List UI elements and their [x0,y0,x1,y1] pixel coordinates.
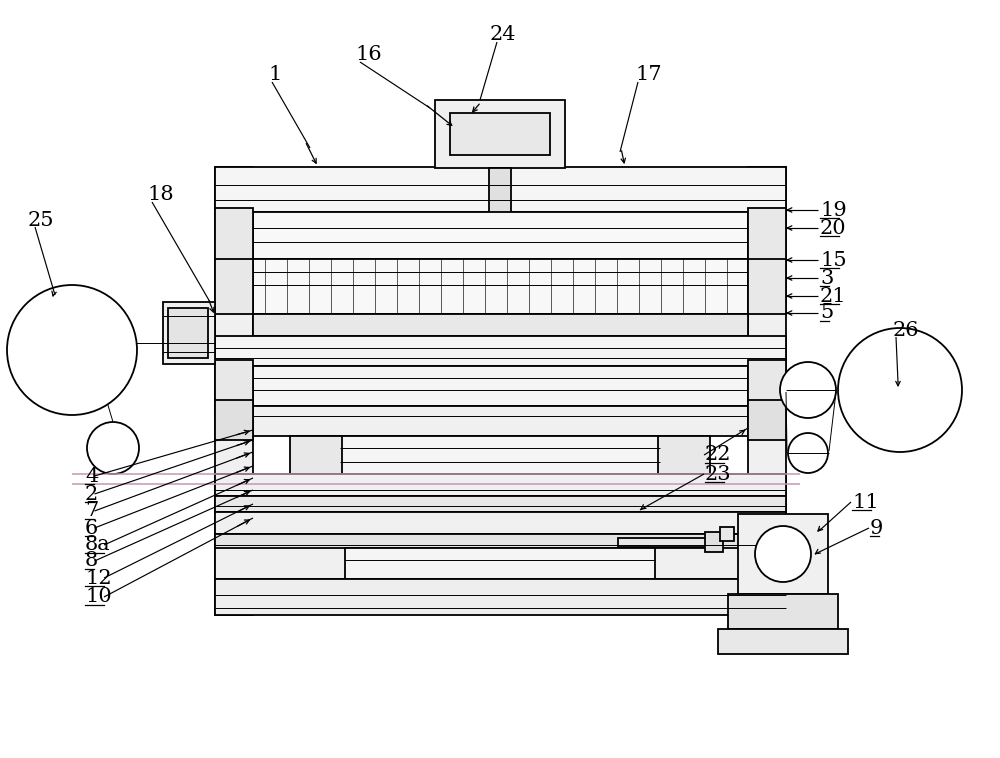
Text: 8a: 8a [85,535,111,555]
Circle shape [87,422,139,474]
Text: 20: 20 [820,218,847,237]
Text: 4: 4 [85,466,98,486]
Bar [163,302,215,364]
Circle shape [838,328,962,452]
Circle shape [788,433,828,473]
Text: 12: 12 [85,568,112,587]
Bar [748,400,786,440]
Circle shape [780,362,836,418]
Bar [435,100,565,168]
Bar [215,360,253,412]
Circle shape [755,526,811,582]
Text: 8: 8 [85,552,98,571]
Bar [253,259,748,314]
Bar [748,208,786,264]
Bar [215,579,786,615]
Bar [253,314,748,336]
Text: 16: 16 [355,45,382,64]
Bar [253,212,748,259]
Text: 25: 25 [28,211,54,230]
Bar [748,167,786,615]
Text: 3: 3 [820,268,833,287]
Bar [253,366,748,406]
Bar [215,512,786,534]
Text: 11: 11 [852,493,879,512]
Bar [215,259,253,314]
Bar [340,436,660,474]
Bar [728,594,838,629]
Bar [489,168,511,216]
Bar [480,213,520,235]
Bar [345,548,655,579]
Text: 18: 18 [147,186,174,205]
Bar [748,360,786,412]
Text: 23: 23 [705,465,732,484]
Bar [215,167,786,212]
Bar [215,496,786,512]
Text: 10: 10 [85,587,112,606]
Text: 9: 9 [870,518,883,537]
Bar [450,113,550,155]
Bar [290,436,342,474]
Text: 24: 24 [490,26,516,45]
Bar [253,406,748,436]
Bar [748,259,786,314]
Bar [215,167,253,615]
Text: 1: 1 [268,65,281,84]
Bar [215,534,786,548]
Bar [720,527,734,541]
Text: 15: 15 [820,250,847,270]
Bar [718,629,848,654]
Bar [168,308,208,358]
Bar [658,436,710,474]
Text: 21: 21 [820,287,847,305]
Text: 6: 6 [85,518,98,537]
Circle shape [7,285,137,415]
Bar [215,208,253,264]
Bar [705,532,723,552]
Bar [738,514,828,594]
Bar [618,538,708,547]
Bar [215,336,786,366]
Text: 5: 5 [820,303,833,322]
Bar [215,474,786,496]
Text: 26: 26 [893,321,920,340]
Text: 17: 17 [635,65,662,84]
Bar [215,534,786,579]
Text: 7: 7 [85,502,98,521]
Text: 19: 19 [820,201,847,220]
Text: 22: 22 [705,446,732,465]
Text: 2: 2 [85,484,98,503]
Bar [215,400,253,440]
